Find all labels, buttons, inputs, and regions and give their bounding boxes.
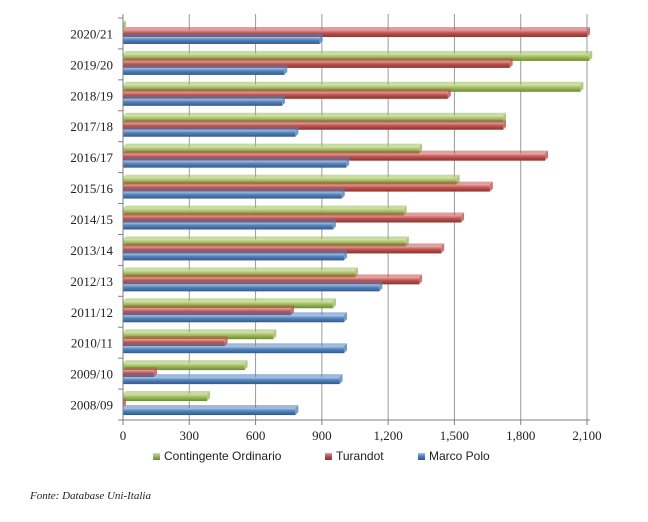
legend-label: Marco Polo [429, 449, 490, 463]
category-label: 2018/19 [70, 88, 113, 103]
x-tick-label: 1,500 [440, 428, 469, 443]
category-label: 2012/13 [70, 274, 113, 289]
bar-turandot-2015-16 [123, 181, 493, 192]
x-tick-label: 300 [180, 428, 200, 443]
bar-marco-polo-2013-14 [123, 250, 347, 261]
category-label: 2016/17 [70, 150, 113, 165]
bar-contingente-ordinario-2008-09 [123, 391, 210, 402]
legend-item-contingente-ordinario: Contingente Ordinario [153, 449, 282, 463]
bar-turandot-2016-17 [123, 150, 549, 161]
bar-marco-polo-2014-15 [123, 219, 336, 230]
bar-turandot-2013-14 [123, 243, 445, 254]
bar-turandot-2008-09 [123, 398, 126, 409]
x-tick-label: 1,800 [506, 428, 535, 443]
category-label: 2013/14 [70, 243, 113, 258]
bar-contingente-ordinario-2019-20 [123, 50, 593, 61]
bar-contingente-ordinario-2018-19 [123, 81, 584, 92]
bar-turandot-2020-21 [123, 26, 590, 37]
bar-turandot-2010-11 [123, 336, 228, 347]
bar-marco-polo-2015-16 [123, 188, 345, 199]
x-tick-label: 600 [246, 428, 266, 443]
bar-marco-polo-2008-09 [123, 405, 299, 416]
legend-swatch [153, 453, 160, 460]
legend-label: Contingente Ordinario [164, 449, 282, 463]
legend-item-turandot: Turandot [325, 449, 384, 463]
bar-marco-polo-2010-11 [123, 343, 347, 354]
value-tick-labels: 0 300 600 900 1,200 1,500 1,800 2,100 [120, 428, 602, 443]
category-label: 2020/21 [70, 26, 113, 41]
bar-turandot-2018-19 [123, 88, 451, 99]
x-tick-label: 2,100 [572, 428, 601, 443]
legend-swatch [325, 453, 332, 460]
bar-marco-polo-2020-21 [123, 33, 323, 44]
bar-contingente-ordinario-2011-12 [123, 298, 336, 309]
category-labels: 2008/09 2009/10 2010/11 2011/12 2012/13 2013/… [70, 26, 113, 412]
bar-marco-polo-2016-17 [123, 157, 350, 168]
legend: Contingente Ordinario Turandot Marco Polo [153, 449, 490, 463]
bars [123, 19, 593, 416]
bar-contingente-ordinario-2010-11 [123, 329, 277, 340]
bar-marco-polo-2017-18 [123, 126, 299, 137]
bar-contingente-ordinario-2009-10 [123, 360, 248, 371]
category-label: 2011/12 [71, 305, 113, 320]
legend-label: Turandot [336, 449, 384, 463]
x-tick-label: 0 [120, 428, 127, 443]
bar-marco-polo-2019-20 [123, 64, 288, 75]
legend-item-marco-polo: Marco Polo [418, 449, 490, 463]
x-tick-label: 900 [312, 428, 332, 443]
category-label: 2019/20 [70, 57, 113, 72]
bar-marco-polo-2012-13 [123, 281, 383, 292]
source-note: Fonte: Database Uni-Italia [30, 490, 151, 502]
bar-marco-polo-2018-19 [123, 95, 286, 106]
category-label: 2010/11 [71, 336, 113, 351]
bar-marco-polo-2009-10 [123, 374, 343, 385]
bar-turandot-2012-13 [123, 274, 423, 285]
legend-swatch [418, 453, 425, 460]
bar-contingente-ordinario-2020-21 [123, 19, 126, 30]
category-label: 2017/18 [70, 119, 113, 134]
category-label: 2008/09 [70, 398, 113, 413]
category-label: 2015/16 [70, 181, 113, 196]
axes [118, 14, 590, 425]
bar-turandot-2017-18 [123, 119, 507, 130]
category-label: 2014/15 [70, 212, 113, 227]
x-tick-label: 1,200 [374, 428, 403, 443]
bar-marco-polo-2011-12 [123, 312, 347, 323]
bar-turandot-2014-15 [123, 212, 465, 223]
category-label: 2009/10 [70, 367, 113, 382]
bar-turandot-2019-20 [123, 57, 513, 68]
